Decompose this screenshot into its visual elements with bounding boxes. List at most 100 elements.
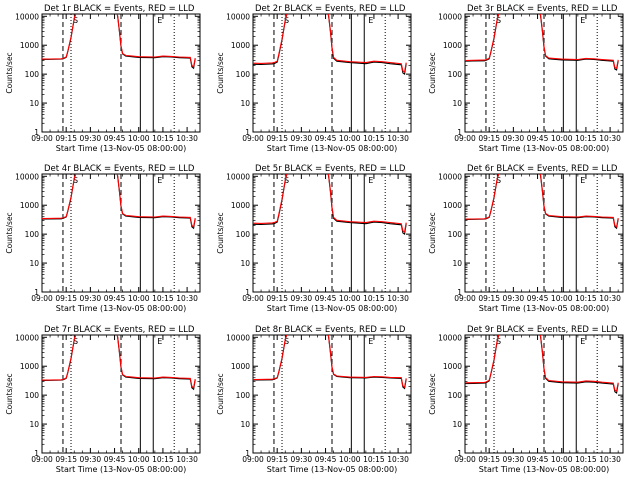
x-tick-label: 10:15 [575,455,597,464]
panel-title: Det 2r BLACK = Events, RED = LLD [255,4,406,14]
y-tick-label: 1 [245,288,250,297]
y-tick-label: 1 [34,288,39,297]
x-tick-label: 10:15 [363,294,385,303]
lld-line [42,335,196,389]
y-axis-label: Counts/sec [428,52,437,93]
y-tick-label: 100 [448,230,463,239]
x-tick-label: 10:00 [339,455,361,464]
x-tick-label: 10:15 [363,134,385,143]
x-axis-label: Start Time (13-Nov-05 08:00:00) [56,465,186,474]
y-tick-label: 10 [29,420,39,429]
y-tick-label: 10000 [15,12,39,21]
panel-det-7: Det 7r BLACK = Events, RED = LLD 1 10 100 10… [5,325,201,474]
y-tick-label: 100 [25,391,40,400]
x-axis-label: Start Time (13-Nov-05 08:00:00) [479,144,609,153]
x-tick-label: 09:45 [104,294,126,303]
x-tick-label: 09:15 [478,294,500,303]
x-tick-label: 10:30 [599,455,621,464]
x-axis-label: Start Time (13-Nov-05 08:00:00) [56,304,186,313]
y-tick-label: 10 [240,99,250,108]
series-group [42,14,196,70]
x-tick-label: 09:30 [291,294,313,303]
x-tick-label: 10:30 [387,134,409,143]
x-tick-label: 10:15 [575,294,597,303]
x-tick-label: 09:30 [291,134,313,143]
start-annotation: S [284,337,289,346]
series-group [465,335,619,394]
lld-line [253,335,407,389]
y-tick-label: 1 [457,288,462,297]
lld-line [465,174,619,228]
start-annotation: S [496,16,501,25]
panel-title: Det 6r BLACK = Events, RED = LLD [467,164,618,174]
x-tick-label: 10:30 [176,134,198,143]
y-tick-label: 100 [236,391,251,400]
x-tick-label: 09:30 [503,294,525,303]
x-tick-label: 09:30 [80,455,102,464]
y-tick-label: 100 [236,230,251,239]
y-tick-label: 10000 [15,172,39,181]
x-tick-label: 10:30 [387,455,409,464]
x-tick-label: 10:30 [176,294,198,303]
y-tick-label: 10 [240,259,250,268]
panel-title: Det 1r BLACK = Events, RED = LLD [44,4,195,14]
y-tick-label: 1 [34,128,39,137]
start-annotation: S [284,176,289,185]
x-tick-label: 09:15 [266,455,288,464]
start-annotation: S [73,16,78,25]
series-group [253,335,407,390]
y-axis-label: Counts/sec [216,212,225,253]
x-tick-label: 10:30 [599,134,621,143]
start-annotation: S [73,176,78,185]
lld-line [253,174,407,233]
lld-line [42,174,196,228]
y-tick-label: 10 [452,420,462,429]
y-axis-label: Counts/sec [428,373,437,414]
x-tick-label: 10:15 [152,134,174,143]
start-annotation: S [496,176,501,185]
y-tick-label: 10 [29,99,39,108]
x-tick-label: 10:00 [128,294,150,303]
y-tick-label: 1000 [231,201,250,210]
end-annotation: E [580,16,585,25]
panel-title: Det 8r BLACK = Events, RED = LLD [255,325,406,335]
lld-line [465,14,619,69]
x-tick-label: 09:15 [478,455,500,464]
panel-det-1: Det 1r BLACK = Events, RED = LLD 1 10 100 10… [5,4,201,153]
y-tick-label: 1000 [20,362,39,371]
x-tick-label: 09:00 [454,455,476,464]
x-tick-label: 10:00 [339,134,361,143]
series-group [253,174,407,236]
panel-det-2: Det 2r BLACK = Events, RED = LLD 1 10 100 10… [216,4,412,153]
end-annotation: E [580,176,585,185]
x-tick-label: 10:00 [551,134,573,143]
x-tick-label: 09:45 [104,455,126,464]
y-axis-label: Counts/sec [216,373,225,414]
x-tick-label: 09:45 [527,134,549,143]
panel-title: Det 4r BLACK = Events, RED = LLD [44,164,195,174]
x-tick-label: 09:30 [80,134,102,143]
end-annotation: E [368,16,373,25]
x-tick-label: 10:00 [128,455,150,464]
end-annotation: E [580,337,585,346]
y-tick-label: 1 [34,449,39,458]
series-group [42,335,196,391]
y-tick-label: 10 [240,420,250,429]
start-annotation: S [496,337,501,346]
x-tick-label: 09:30 [503,134,525,143]
x-axis-label: Start Time (13-Nov-05 08:00:00) [56,144,186,153]
x-tick-label: 09:00 [31,134,53,143]
x-axis-label: Start Time (13-Nov-05 08:00:00) [479,304,609,313]
lld-line [253,14,407,73]
y-tick-label: 1000 [231,41,250,50]
panel-title: Det 9r BLACK = Events, RED = LLD [467,325,618,335]
x-tick-label: 09:45 [315,294,337,303]
x-tick-label: 10:15 [152,455,174,464]
panel-title: Det 7r BLACK = Events, RED = LLD [44,325,195,335]
y-tick-label: 100 [236,70,251,79]
x-tick-label: 09:45 [527,294,549,303]
x-axis-label: Start Time (13-Nov-05 08:00:00) [267,304,397,313]
y-tick-label: 10000 [226,12,250,21]
x-tick-label: 09:15 [478,134,500,143]
y-axis-label: Counts/sec [5,52,14,93]
